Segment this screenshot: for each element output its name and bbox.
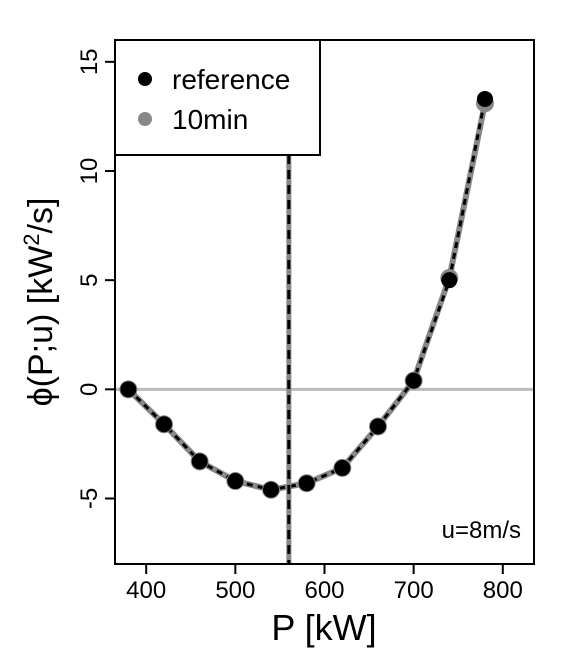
- y-tick-label: 0: [76, 383, 103, 396]
- y-tick-label: 5: [76, 273, 103, 286]
- y-axis-label-main: ϕ(P;u) [kW: [22, 246, 60, 407]
- series-reference-point: [334, 459, 351, 476]
- series-reference-point: [120, 381, 137, 398]
- y-axis-label-superscript: 2: [19, 233, 44, 245]
- legend-label-10min: 10min: [172, 104, 248, 135]
- x-tick-label: 400: [126, 577, 166, 604]
- series-reference-point: [227, 473, 244, 490]
- y-axis: -5 0 5 10 15: [76, 48, 115, 509]
- x-tick-label: 700: [394, 577, 434, 604]
- series-reference-point: [191, 453, 208, 470]
- wind-speed-annotation: u=8m/s: [442, 517, 521, 544]
- series-reference-point: [156, 416, 173, 433]
- legend-marker-10min: [138, 112, 152, 126]
- legend-marker-reference: [138, 72, 152, 86]
- series-10min-line: [126, 102, 488, 493]
- x-axis: 400 500 600 700 800: [126, 564, 523, 604]
- series-reference-point: [298, 475, 315, 492]
- series-reference-line: [127, 98, 487, 492]
- x-axis-label: P [kW]: [271, 607, 376, 648]
- series-reference-point: [263, 481, 280, 498]
- legend: reference 10min: [114, 39, 321, 156]
- series-reference-point: [441, 272, 458, 289]
- y-axis-label-tail: /s]: [22, 198, 60, 234]
- x-tick-label: 600: [304, 577, 344, 604]
- y-axis-label: ϕ(P;u) [kW2/s]: [19, 198, 60, 407]
- y-tick-label: 10: [76, 158, 103, 185]
- y-tick-label: -5: [76, 488, 103, 509]
- x-tick-label: 500: [215, 577, 255, 604]
- series-reference-point: [369, 418, 386, 435]
- legend-label-reference: reference: [172, 64, 290, 95]
- x-tick-label: 800: [483, 577, 523, 604]
- series-reference-point: [476, 90, 493, 107]
- series-layer: [119, 90, 494, 499]
- legend-box: [114, 39, 321, 156]
- series-reference-point: [405, 372, 422, 389]
- y-tick-label: 15: [76, 48, 103, 75]
